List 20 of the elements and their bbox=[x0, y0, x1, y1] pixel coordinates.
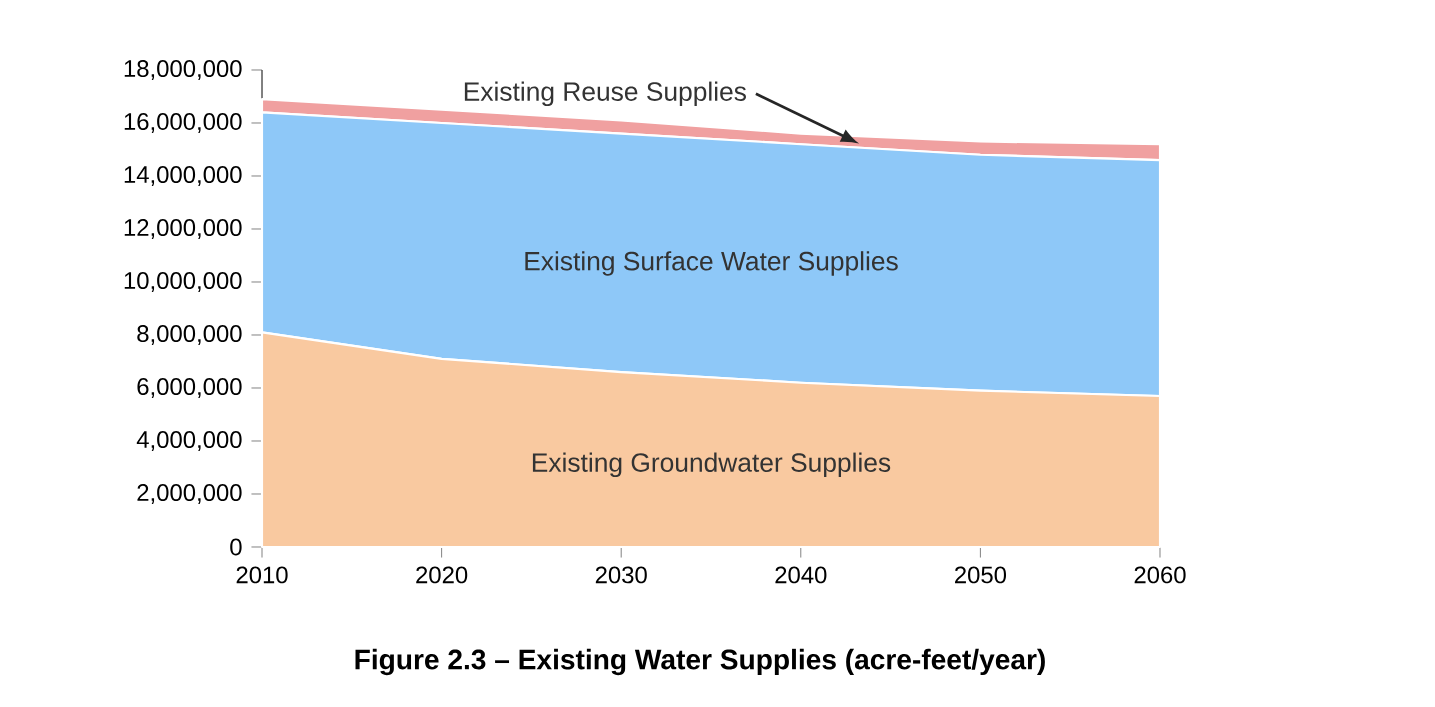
series-label: Existing Groundwater Supplies bbox=[532, 452, 891, 478]
x-tick-label: 2010 bbox=[236, 566, 288, 584]
y-tick-label: 8,000,000 bbox=[137, 325, 242, 345]
series-label: Existing Reuse Supplies bbox=[464, 81, 746, 107]
x-tick-label: 2020 bbox=[416, 566, 468, 584]
x-tick-label: 2030 bbox=[595, 566, 647, 584]
y-tick-label: 16,000,000 bbox=[124, 113, 242, 133]
series-label: Existing Surface Water Supplies bbox=[525, 251, 898, 276]
y-tick-label: 10,000,000 bbox=[124, 272, 242, 292]
x-tick-label: 2060 bbox=[1134, 566, 1186, 584]
y-tick-label: 6,000,000 bbox=[137, 378, 242, 398]
x-tick-label: 2040 bbox=[775, 566, 827, 584]
y-tick-label: 0 bbox=[230, 538, 242, 556]
y-tick-label: 14,000,000 bbox=[124, 166, 242, 186]
text: Figure 2.3 – Existing Water Supplies (acre-feet/year) bbox=[355, 648, 1045, 676]
y-tick-label: 12,000,000 bbox=[124, 219, 242, 239]
y-tick-label: 18,000,000 bbox=[124, 60, 242, 80]
x-tick-label: 2050 bbox=[955, 566, 1007, 584]
y-tick-label: 2,000,000 bbox=[137, 484, 242, 504]
y-tick-label: 4,000,000 bbox=[136, 431, 242, 451]
